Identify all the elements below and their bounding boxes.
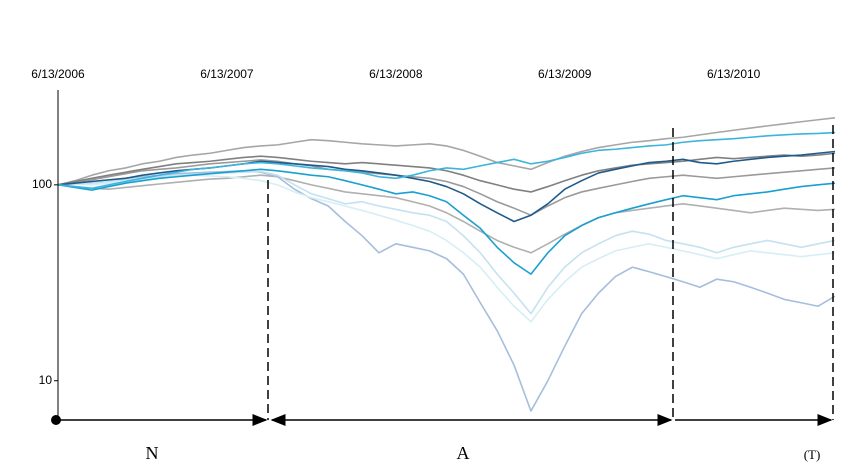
- series-line: [57, 174, 836, 254]
- x-tick-label: 6/13/2008: [369, 67, 423, 81]
- y-tick-label: 10: [39, 373, 53, 387]
- phase-label: (T): [804, 447, 821, 462]
- series-line: [57, 169, 836, 412]
- x-tick-label: 6/13/2007: [200, 67, 254, 81]
- series-line: [57, 152, 836, 193]
- series-line: [57, 170, 836, 315]
- phase-label: A: [457, 443, 470, 463]
- x-tick-label: 6/13/2006: [31, 67, 85, 81]
- series-line: [57, 131, 836, 190]
- phase-label: N: [146, 443, 159, 463]
- series-line: [57, 150, 836, 223]
- x-tick-label: 6/13/2010: [707, 67, 761, 81]
- series-line: [57, 174, 836, 323]
- series-line: [57, 168, 836, 275]
- y-tick-label: 100: [32, 177, 52, 191]
- series-line: [57, 116, 836, 186]
- x-tick-label: 6/13/2009: [538, 67, 592, 81]
- origin-dot: [51, 415, 61, 425]
- series-line: [57, 159, 836, 216]
- lines: [57, 116, 836, 412]
